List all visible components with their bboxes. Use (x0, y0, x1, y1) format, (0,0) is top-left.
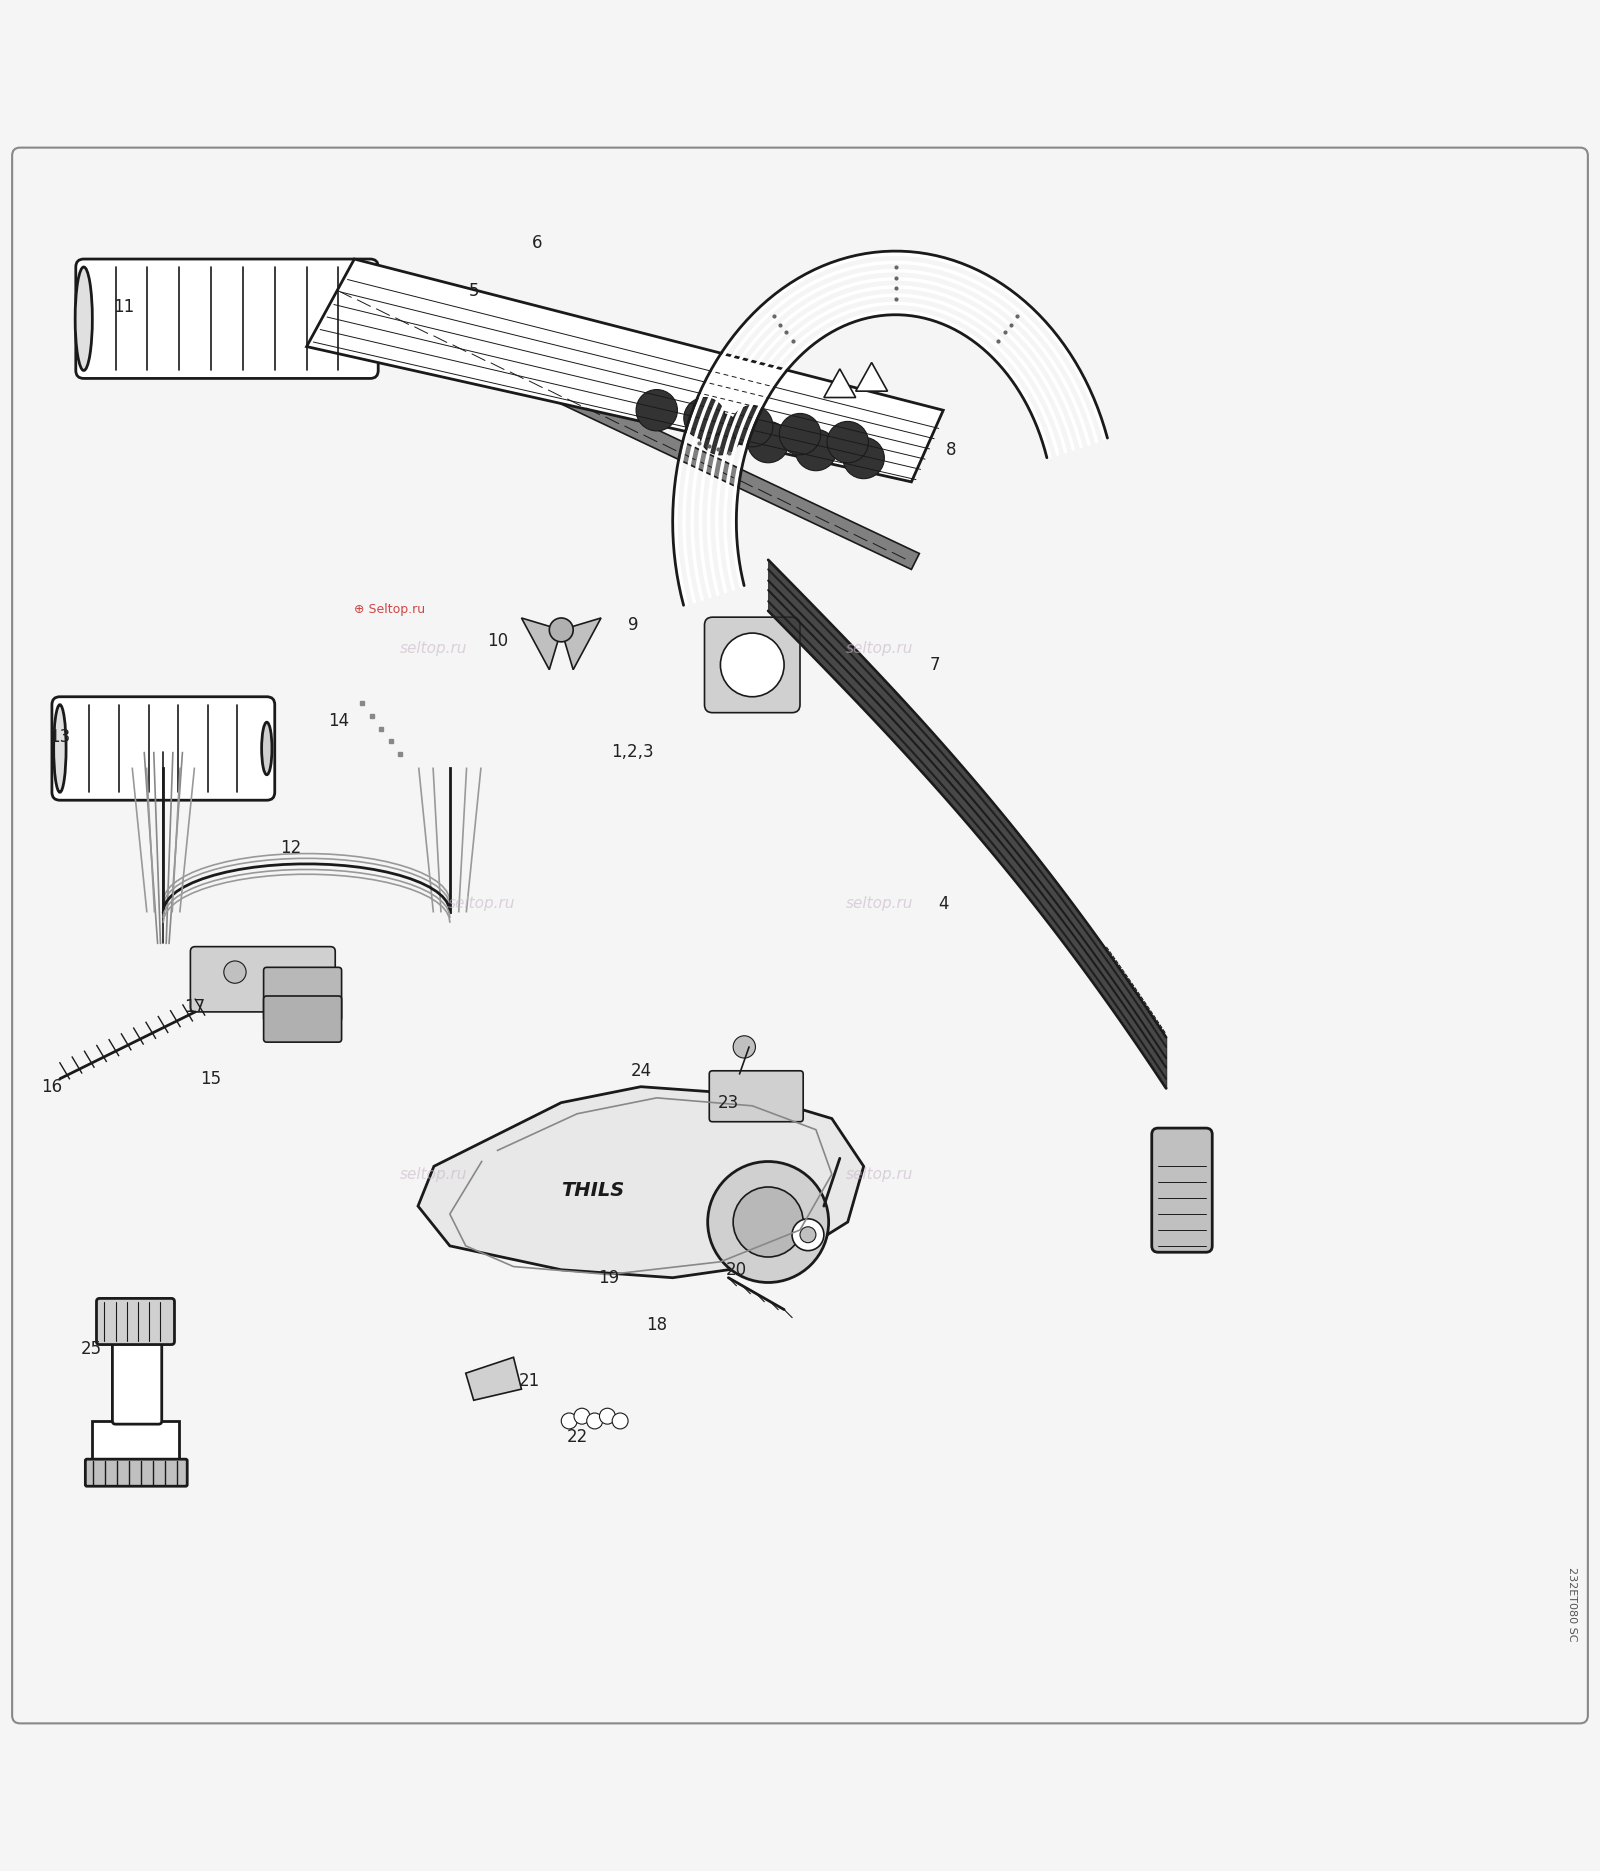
Text: 23: 23 (718, 1095, 739, 1111)
Text: THILS: THILS (562, 1181, 624, 1199)
Circle shape (795, 428, 837, 471)
Text: seltop.ru: seltop.ru (400, 642, 467, 657)
Circle shape (549, 617, 573, 642)
Text: seltop.ru: seltop.ru (846, 896, 914, 911)
FancyBboxPatch shape (190, 947, 336, 1012)
Text: 24: 24 (630, 1061, 651, 1080)
FancyBboxPatch shape (1152, 1128, 1213, 1252)
Text: 8: 8 (946, 442, 957, 458)
Text: 25: 25 (82, 1340, 102, 1358)
Polygon shape (418, 1087, 864, 1278)
Text: 11: 11 (114, 297, 134, 316)
Polygon shape (824, 369, 856, 397)
Circle shape (683, 397, 725, 440)
Text: 7: 7 (930, 657, 941, 674)
Text: 5: 5 (469, 283, 478, 299)
Circle shape (720, 632, 784, 696)
Circle shape (699, 413, 741, 455)
Text: 20: 20 (726, 1261, 747, 1278)
Text: 16: 16 (42, 1078, 62, 1096)
Circle shape (707, 1162, 829, 1282)
FancyBboxPatch shape (709, 1070, 803, 1123)
Text: 17: 17 (184, 997, 206, 1016)
Polygon shape (91, 1420, 179, 1469)
Circle shape (587, 1413, 603, 1429)
Text: 4: 4 (938, 894, 949, 913)
Circle shape (733, 1037, 755, 1059)
Text: 21: 21 (518, 1371, 541, 1390)
Circle shape (800, 1227, 816, 1242)
FancyBboxPatch shape (704, 617, 800, 713)
Text: 10: 10 (486, 632, 509, 649)
Circle shape (613, 1413, 629, 1429)
FancyBboxPatch shape (51, 696, 275, 801)
Text: 13: 13 (50, 728, 70, 745)
FancyBboxPatch shape (96, 1298, 174, 1345)
Circle shape (747, 421, 789, 462)
Polygon shape (522, 617, 562, 670)
Text: ⊕ Seltop.ru: ⊕ Seltop.ru (354, 602, 426, 616)
Text: seltop.ru: seltop.ru (448, 896, 515, 911)
Circle shape (733, 1186, 803, 1257)
FancyBboxPatch shape (264, 967, 342, 1022)
Text: seltop.ru: seltop.ru (400, 1168, 467, 1182)
FancyBboxPatch shape (112, 1330, 162, 1424)
Text: 18: 18 (646, 1317, 667, 1334)
Polygon shape (307, 258, 944, 483)
Text: 12: 12 (280, 838, 301, 857)
Text: 19: 19 (598, 1269, 619, 1287)
Circle shape (637, 389, 677, 430)
Polygon shape (562, 617, 602, 670)
FancyBboxPatch shape (75, 258, 378, 378)
Polygon shape (466, 1356, 522, 1400)
Circle shape (843, 438, 885, 479)
FancyBboxPatch shape (264, 995, 342, 1042)
Ellipse shape (262, 722, 272, 775)
Text: 9: 9 (627, 616, 638, 634)
Text: 14: 14 (328, 711, 349, 730)
Polygon shape (856, 363, 888, 391)
FancyBboxPatch shape (85, 1459, 187, 1486)
Text: 22: 22 (566, 1428, 587, 1446)
Text: 6: 6 (533, 234, 542, 253)
Text: 1,2,3: 1,2,3 (611, 743, 654, 761)
Ellipse shape (363, 288, 378, 350)
Circle shape (779, 413, 821, 455)
Circle shape (224, 962, 246, 984)
Circle shape (792, 1218, 824, 1250)
Circle shape (574, 1409, 590, 1424)
Text: seltop.ru: seltop.ru (846, 1168, 914, 1182)
Text: seltop.ru: seltop.ru (846, 642, 914, 657)
Circle shape (827, 421, 869, 462)
Circle shape (731, 406, 773, 447)
Ellipse shape (54, 705, 66, 791)
Circle shape (562, 1413, 578, 1429)
Ellipse shape (75, 268, 93, 370)
Circle shape (600, 1409, 616, 1424)
Text: 232ET080 SC: 232ET080 SC (1566, 1566, 1578, 1641)
Polygon shape (339, 283, 920, 569)
Text: 15: 15 (200, 1070, 222, 1087)
